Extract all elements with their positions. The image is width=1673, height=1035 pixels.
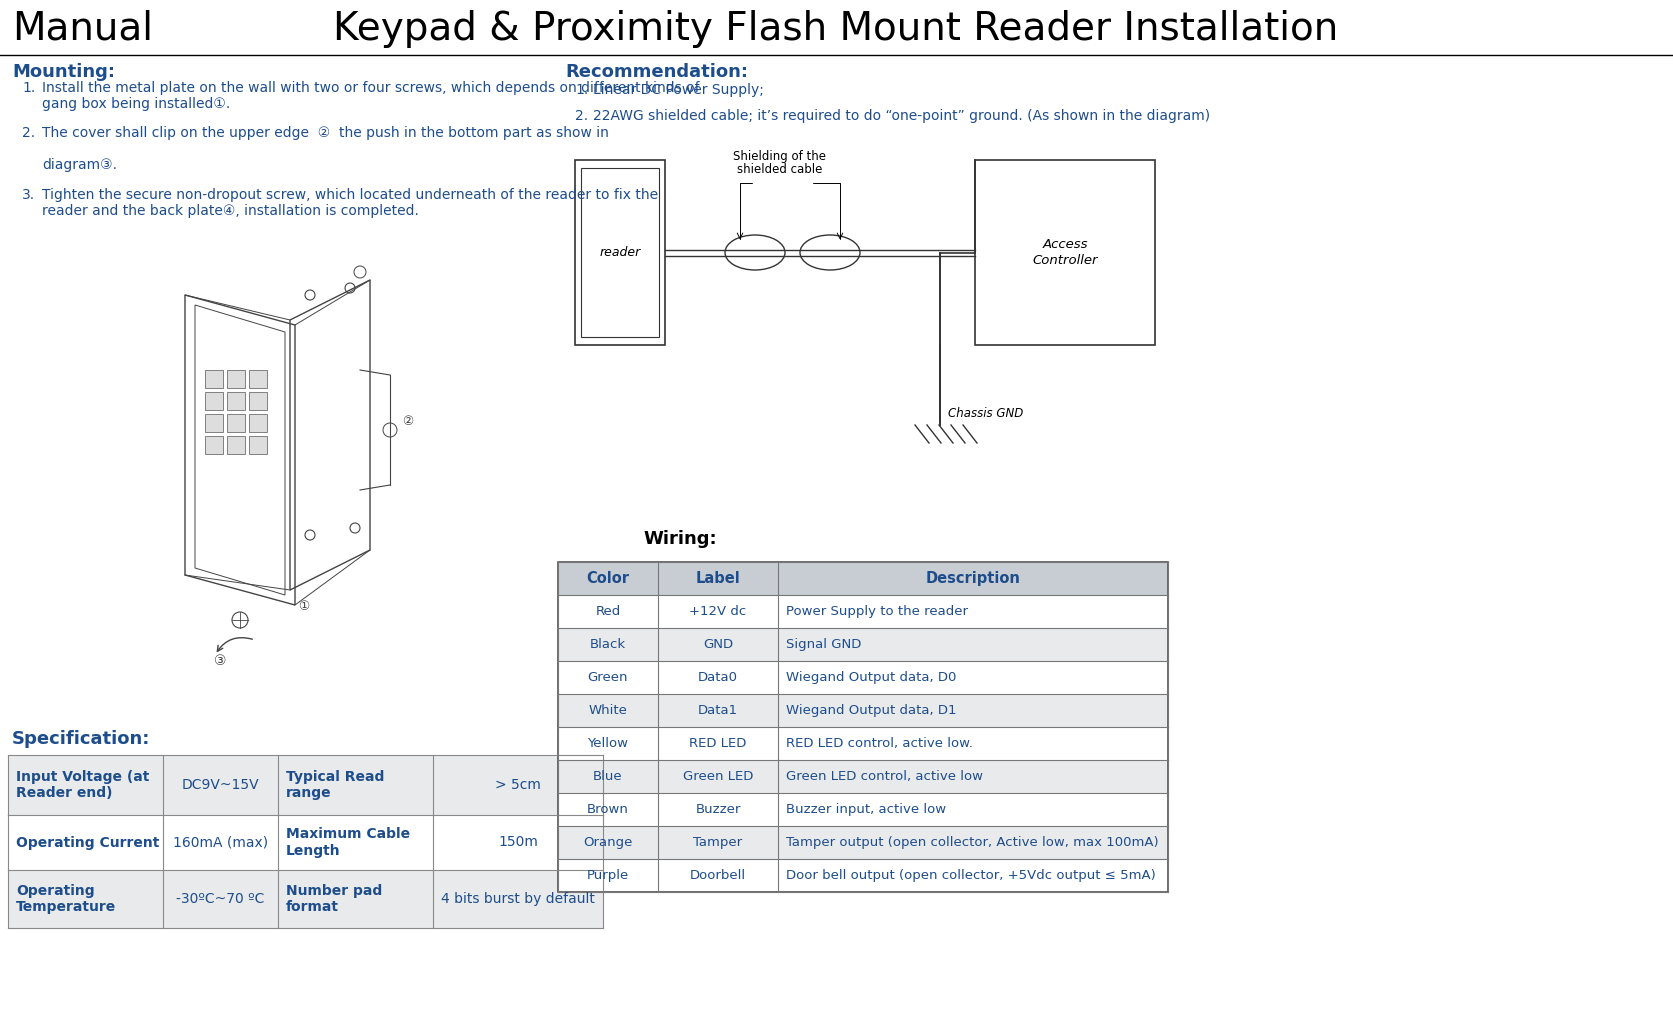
Bar — [581, 168, 659, 337]
Bar — [249, 436, 268, 454]
Text: Tamper output (open collector, Active low, max 100mA): Tamper output (open collector, Active lo… — [786, 836, 1159, 849]
Text: 4 bits burst by default: 4 bits burst by default — [442, 892, 596, 906]
Text: ③: ③ — [214, 654, 226, 668]
Text: Doorbell: Doorbell — [689, 869, 746, 882]
Text: reader: reader — [599, 246, 641, 259]
Text: > 5cm: > 5cm — [495, 778, 540, 792]
Bar — [8, 870, 602, 928]
Bar — [8, 755, 602, 815]
Text: White: White — [589, 704, 627, 717]
Text: Linear DC Power Supply;: Linear DC Power Supply; — [592, 83, 765, 97]
Text: Green LED: Green LED — [683, 770, 753, 783]
Text: 150m: 150m — [499, 835, 539, 850]
Bar — [8, 815, 602, 870]
Text: Access
Controller: Access Controller — [1032, 238, 1097, 266]
Text: shielded cable: shielded cable — [738, 162, 823, 176]
Bar — [576, 160, 664, 345]
Text: Color: Color — [587, 571, 629, 586]
Bar — [559, 826, 1168, 859]
Text: Buzzer: Buzzer — [696, 803, 741, 816]
Bar — [559, 694, 1168, 727]
Text: Operating Current: Operating Current — [17, 835, 159, 850]
Bar — [206, 392, 223, 410]
Text: Typical Read
range: Typical Read range — [286, 770, 385, 800]
Text: reader and the back plate④, installation is completed.: reader and the back plate④, installation… — [42, 204, 418, 218]
Text: diagram③.: diagram③. — [42, 158, 117, 172]
Text: +12V dc: +12V dc — [689, 605, 746, 618]
Text: Number pad
format: Number pad format — [286, 884, 381, 914]
Bar — [206, 369, 223, 388]
Text: gang box being installed①.: gang box being installed①. — [42, 97, 231, 111]
Bar — [559, 727, 1168, 760]
Bar — [249, 392, 268, 410]
Text: Green LED control, active low: Green LED control, active low — [786, 770, 984, 783]
Bar — [559, 562, 1168, 892]
Bar — [249, 414, 268, 432]
Bar — [559, 661, 1168, 694]
Text: Orange: Orange — [584, 836, 632, 849]
Text: 22AWG shielded cable; it’s required to do “one-point” ground. (As shown in the d: 22AWG shielded cable; it’s required to d… — [592, 109, 1210, 123]
Text: -30ºC~70 ºC: -30ºC~70 ºC — [176, 892, 264, 906]
Text: RED LED control, active low.: RED LED control, active low. — [786, 737, 974, 750]
Text: Buzzer input, active low: Buzzer input, active low — [786, 803, 947, 816]
Text: Manual: Manual — [12, 10, 152, 48]
Bar — [228, 414, 244, 432]
Text: Input Voltage (at
Reader end): Input Voltage (at Reader end) — [17, 770, 149, 800]
Bar — [228, 369, 244, 388]
Bar — [559, 562, 1168, 595]
Text: Wiegand Output data, D1: Wiegand Output data, D1 — [786, 704, 957, 717]
Text: Install the metal plate on the wall with two or four screws, which depends on di: Install the metal plate on the wall with… — [42, 81, 699, 95]
Bar — [975, 160, 1154, 345]
Bar — [559, 628, 1168, 661]
Text: Tamper: Tamper — [693, 836, 743, 849]
Text: Data0: Data0 — [698, 671, 738, 684]
Bar — [228, 392, 244, 410]
Bar — [559, 595, 1168, 628]
Bar — [228, 436, 244, 454]
Text: Tighten the secure non-dropout screw, which located underneath of the reader to : Tighten the secure non-dropout screw, wh… — [42, 188, 657, 202]
Bar — [206, 436, 223, 454]
Bar — [206, 414, 223, 432]
Text: 160mA (max): 160mA (max) — [172, 835, 268, 850]
Text: Yellow: Yellow — [587, 737, 629, 750]
Text: Brown: Brown — [587, 803, 629, 816]
Text: DC9V~15V: DC9V~15V — [182, 778, 259, 792]
Text: 2.: 2. — [576, 109, 589, 123]
Text: 1.: 1. — [22, 81, 35, 95]
Text: Chassis GND: Chassis GND — [949, 407, 1024, 420]
Text: 2.: 2. — [22, 126, 35, 140]
Text: 1.: 1. — [576, 83, 589, 97]
Bar — [559, 859, 1168, 892]
Text: Maximum Cable
Length: Maximum Cable Length — [286, 827, 410, 858]
Text: Recommendation:: Recommendation: — [565, 63, 748, 81]
Text: Red: Red — [596, 605, 621, 618]
Text: 3.: 3. — [22, 188, 35, 202]
Bar — [249, 369, 268, 388]
Text: Green: Green — [587, 671, 629, 684]
Text: Power Supply to the reader: Power Supply to the reader — [786, 605, 969, 618]
Text: Operating
Temperature: Operating Temperature — [17, 884, 115, 914]
Text: Description: Description — [925, 571, 1021, 586]
Text: ①: ① — [298, 600, 310, 613]
Text: Black: Black — [591, 638, 626, 651]
Text: RED LED: RED LED — [689, 737, 746, 750]
Text: Blue: Blue — [594, 770, 622, 783]
Text: The cover shall clip on the upper edge  ②  the push in the bottom part as show i: The cover shall clip on the upper edge ②… — [42, 126, 609, 140]
Text: Signal GND: Signal GND — [786, 638, 862, 651]
Bar — [559, 793, 1168, 826]
Text: Mounting:: Mounting: — [12, 63, 115, 81]
Bar — [559, 760, 1168, 793]
Text: Data1: Data1 — [698, 704, 738, 717]
Text: Wiegand Output data, D0: Wiegand Output data, D0 — [786, 671, 957, 684]
Text: Door bell output (open collector, +5Vdc output ≤ 5mA): Door bell output (open collector, +5Vdc … — [786, 869, 1156, 882]
Text: ②: ② — [402, 415, 413, 428]
Text: Label: Label — [696, 571, 741, 586]
Text: Keypad & Proximity Flash Mount Reader Installation: Keypad & Proximity Flash Mount Reader In… — [333, 10, 1338, 48]
Text: Specification:: Specification: — [12, 730, 151, 748]
Text: Shielding of the: Shielding of the — [733, 150, 826, 162]
Text: Purple: Purple — [587, 869, 629, 882]
Text: GND: GND — [703, 638, 733, 651]
Text: Wiring:: Wiring: — [642, 530, 716, 548]
